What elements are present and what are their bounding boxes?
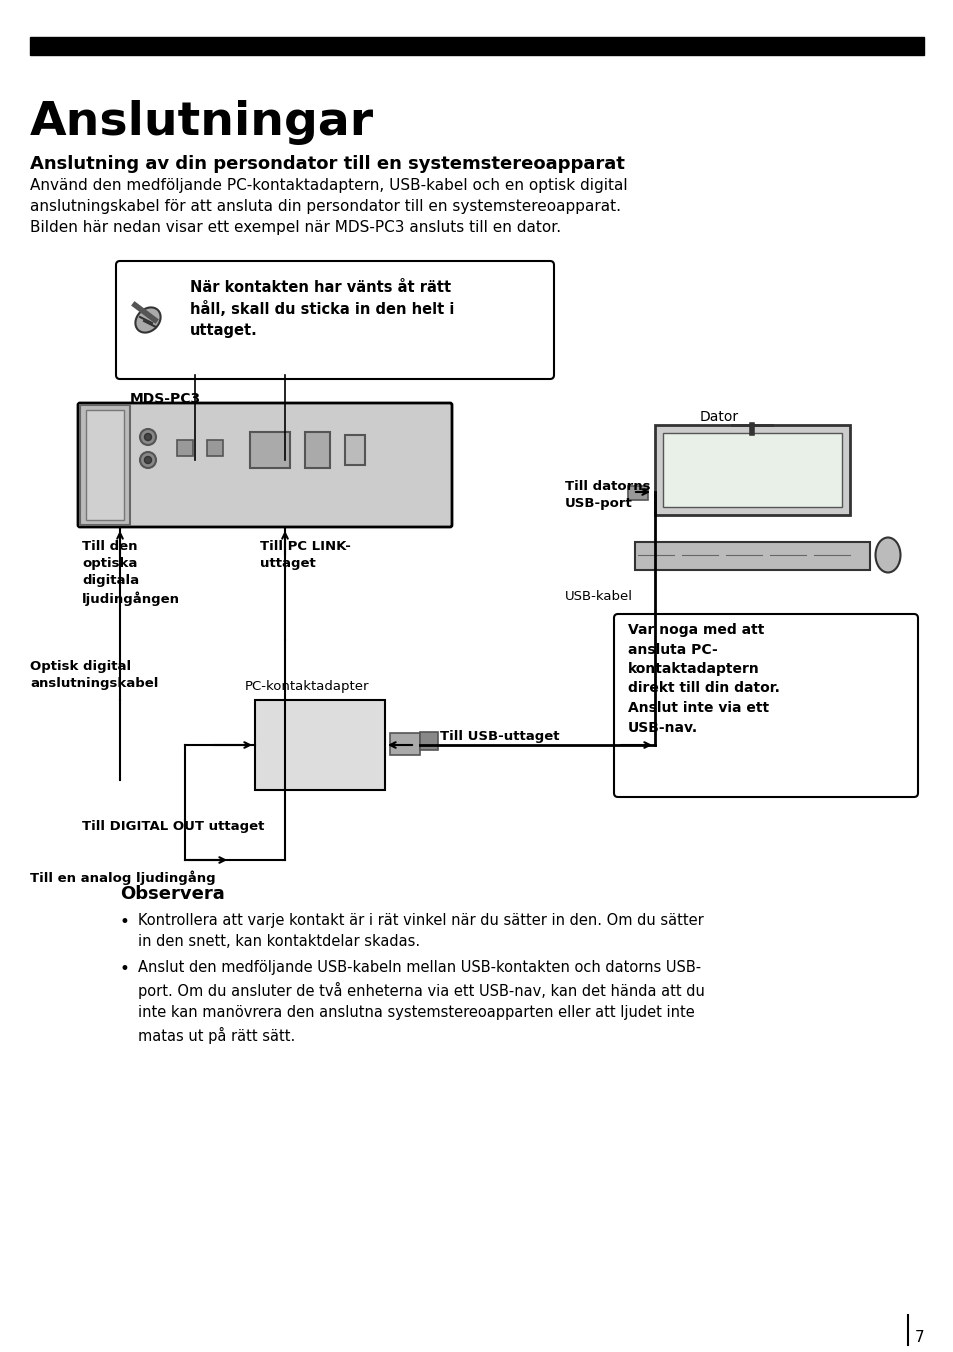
FancyBboxPatch shape bbox=[614, 614, 917, 796]
Ellipse shape bbox=[875, 538, 900, 572]
Text: Anslutningar: Anslutningar bbox=[30, 100, 374, 145]
Ellipse shape bbox=[107, 429, 123, 445]
Text: Var noga med att
ansluta PC-
kontaktadaptern
direkt till din dator.
Anslut inte : Var noga med att ansluta PC- kontaktadap… bbox=[627, 623, 779, 734]
Ellipse shape bbox=[107, 452, 123, 468]
Bar bbox=[635, 542, 869, 571]
Bar bbox=[390, 733, 419, 754]
Text: Dator: Dator bbox=[700, 410, 739, 425]
Bar bbox=[177, 439, 193, 456]
Text: Använd den medföljande PC-kontaktadaptern, USB-kabel och en optisk digital
anslu: Använd den medföljande PC-kontaktadapter… bbox=[30, 178, 627, 235]
Text: •: • bbox=[120, 913, 130, 932]
Text: Observera: Observera bbox=[120, 886, 225, 903]
Text: USB-kabel: USB-kabel bbox=[564, 589, 633, 603]
Bar bbox=[80, 406, 130, 525]
Bar bbox=[254, 700, 385, 790]
Text: Till en analog ljudingång: Till en analog ljudingång bbox=[30, 869, 215, 884]
Ellipse shape bbox=[144, 434, 152, 441]
Ellipse shape bbox=[144, 457, 152, 464]
Text: Anslut den medföljande USB-kabeln mellan USB-kontakten och datorns USB-
port. Om: Anslut den medföljande USB-kabeln mellan… bbox=[138, 960, 704, 1044]
Text: Anslutning av din persondator till en systemstereoapparat: Anslutning av din persondator till en sy… bbox=[30, 155, 624, 173]
Bar bbox=[250, 433, 290, 468]
Text: Till USB-uttaget: Till USB-uttaget bbox=[439, 730, 558, 744]
Ellipse shape bbox=[140, 452, 156, 468]
Bar bbox=[627, 485, 647, 500]
FancyBboxPatch shape bbox=[78, 403, 452, 527]
Text: •: • bbox=[120, 960, 130, 977]
Ellipse shape bbox=[112, 457, 118, 464]
Text: Till den
optiska
digitala
ljudingången: Till den optiska digitala ljudingången bbox=[82, 539, 180, 606]
Text: 7: 7 bbox=[913, 1330, 923, 1345]
Bar bbox=[86, 410, 124, 521]
Text: Till datorns
USB-port: Till datorns USB-port bbox=[564, 480, 650, 510]
Text: PC-kontaktadapter: PC-kontaktadapter bbox=[245, 680, 369, 694]
Bar bbox=[655, 425, 849, 515]
Text: När kontakten har vänts åt rätt
håll, skall du sticka in den helt i
uttaget.: När kontakten har vänts åt rätt håll, sk… bbox=[190, 280, 454, 338]
Ellipse shape bbox=[112, 434, 118, 441]
Bar bbox=[207, 439, 223, 456]
FancyBboxPatch shape bbox=[116, 261, 554, 379]
Ellipse shape bbox=[135, 307, 160, 333]
Text: Kontrollera att varje kontakt är i rät vinkel när du sätter in den. Om du sätter: Kontrollera att varje kontakt är i rät v… bbox=[138, 913, 703, 949]
Text: Till PC LINK-
uttaget: Till PC LINK- uttaget bbox=[260, 539, 351, 571]
Text: Optisk digital
anslutningskabel: Optisk digital anslutningskabel bbox=[30, 660, 158, 690]
Bar bbox=[419, 731, 437, 750]
Ellipse shape bbox=[140, 429, 156, 445]
Bar bbox=[305, 433, 330, 468]
Bar bbox=[30, 37, 923, 55]
Bar bbox=[345, 435, 365, 465]
Text: MDS-PC3: MDS-PC3 bbox=[130, 392, 201, 406]
Bar bbox=[662, 433, 841, 507]
Text: Till DIGITAL OUT uttaget: Till DIGITAL OUT uttaget bbox=[82, 821, 264, 833]
